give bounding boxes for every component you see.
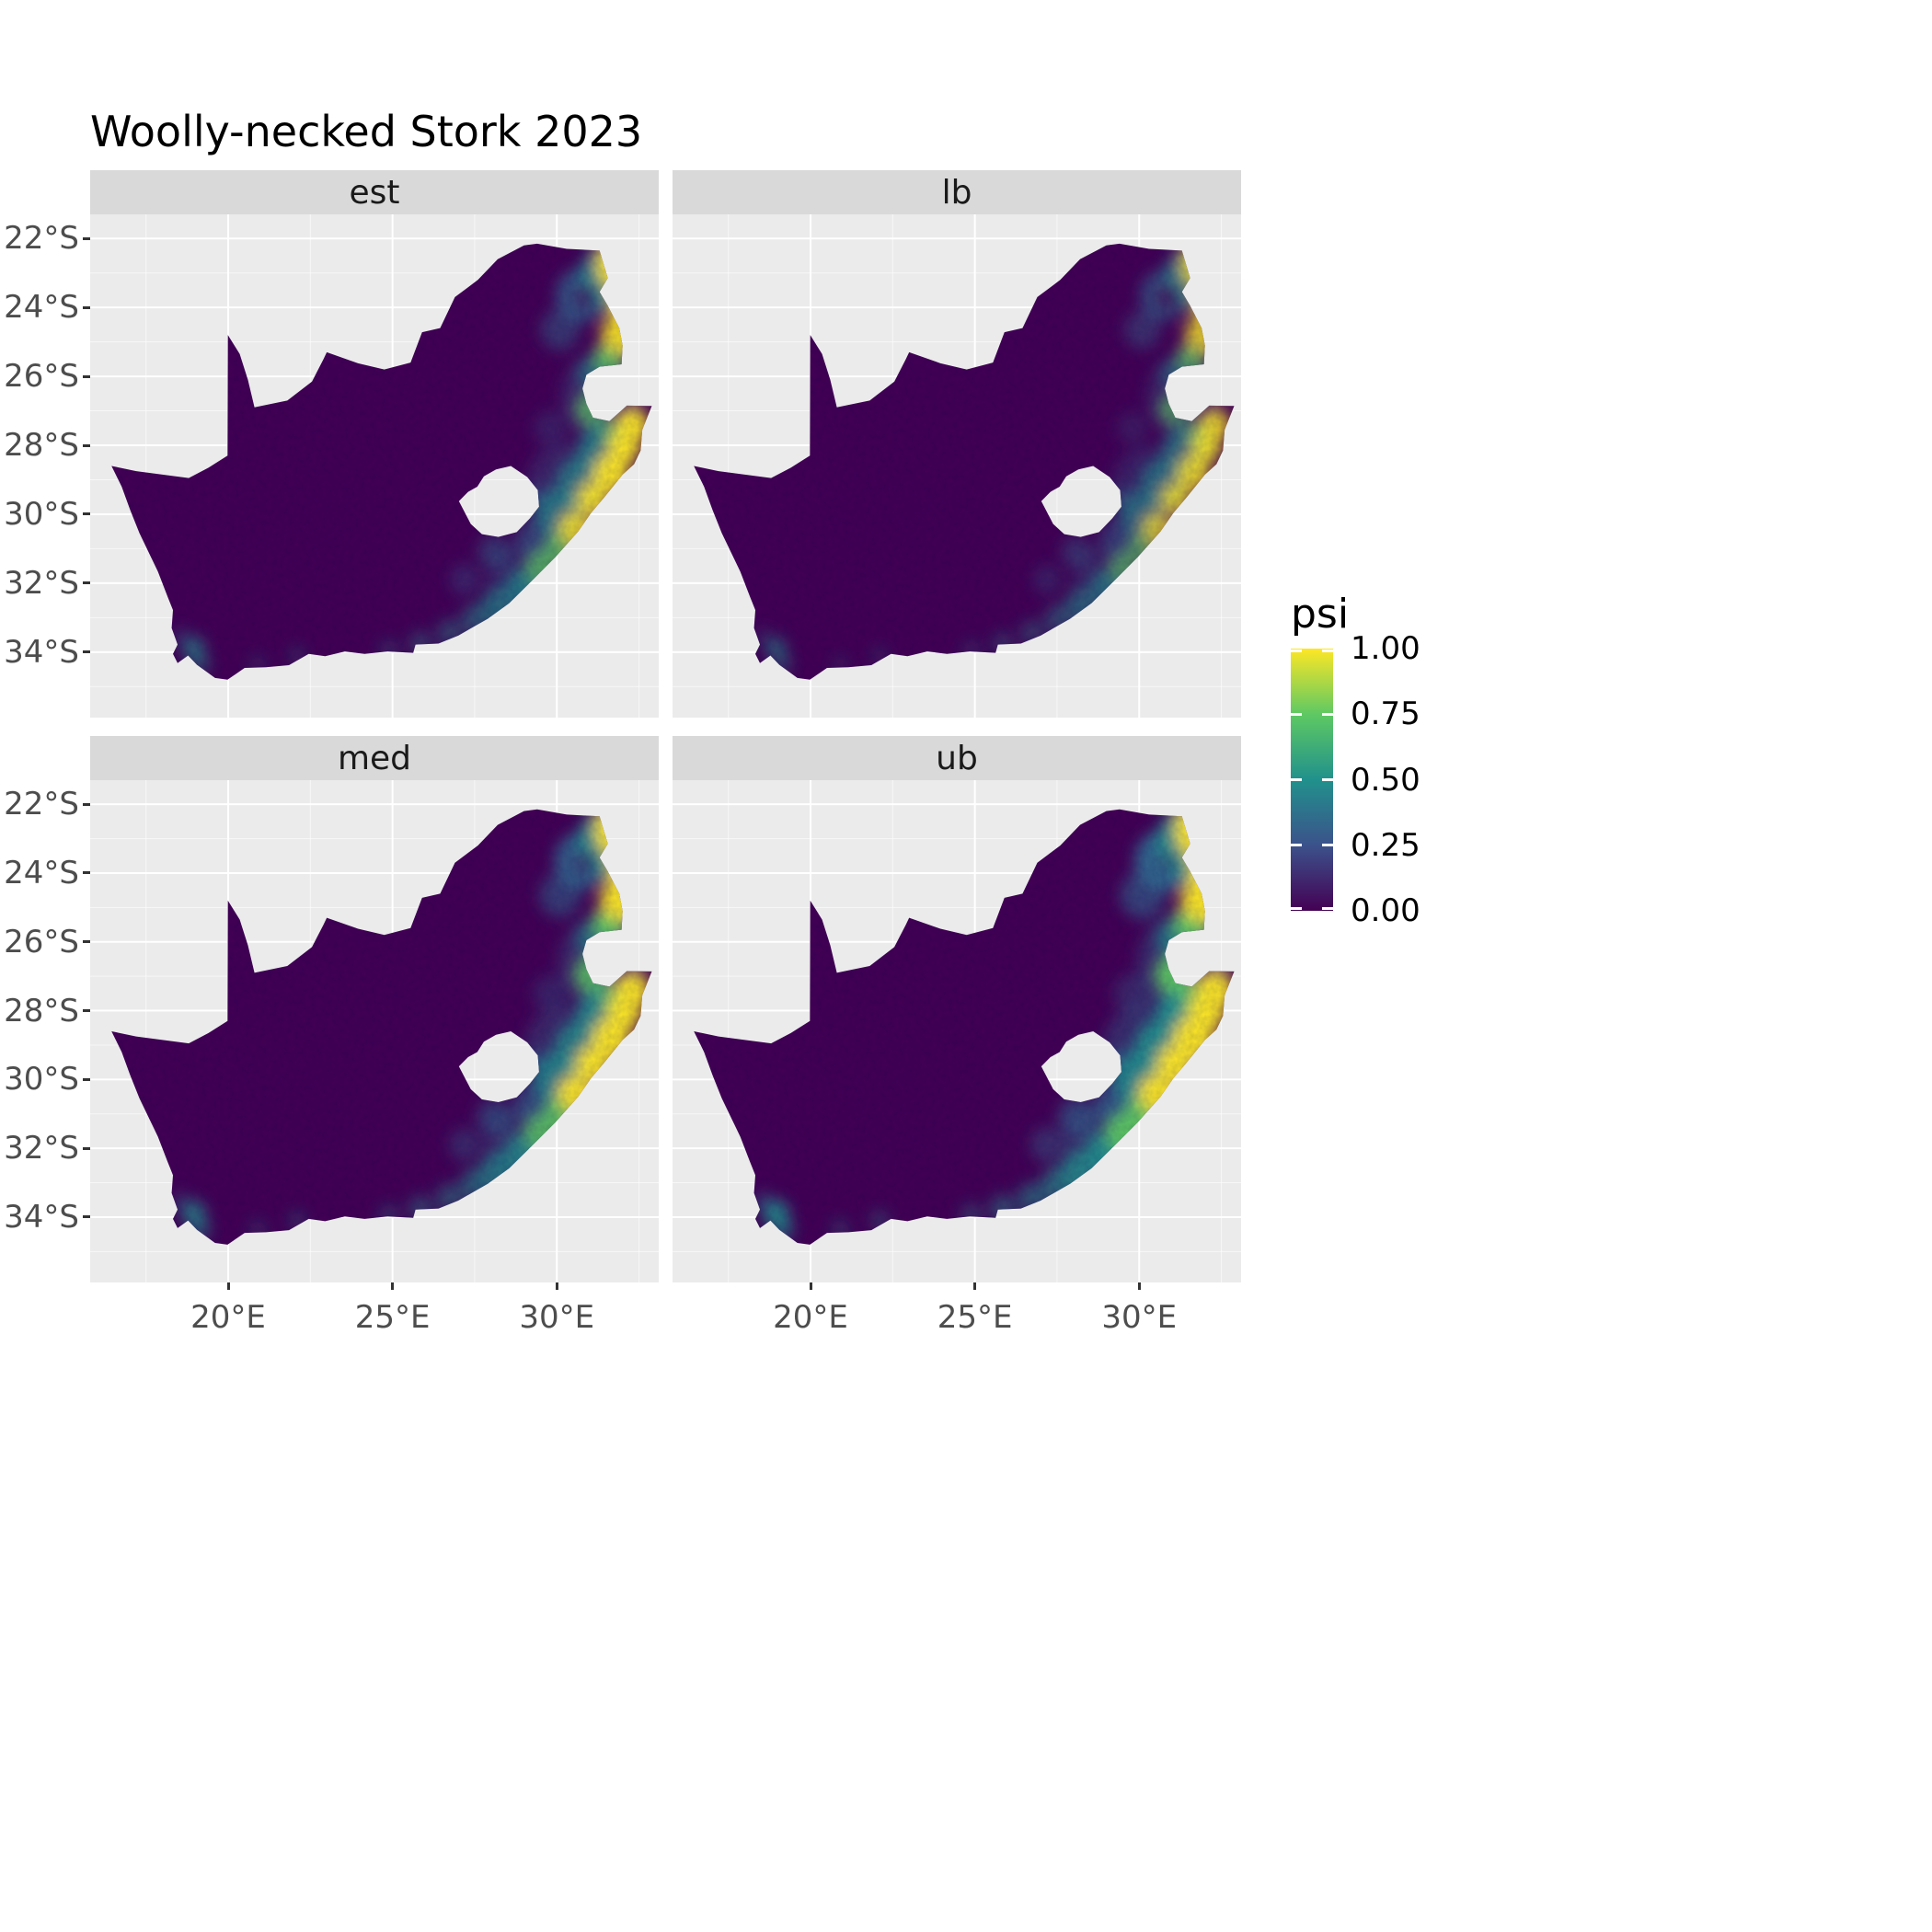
x-axis-label: 30°E	[519, 1299, 595, 1336]
y-axis-label: 24°S	[4, 854, 79, 891]
y-axis-label: 32°S	[4, 564, 79, 602]
x-axis-tick	[1137, 1282, 1141, 1290]
y-axis-label: 34°S	[4, 633, 79, 671]
y-axis-tick	[83, 650, 90, 654]
map-svg-ub	[673, 780, 1241, 1282]
y-axis-label: 22°S	[4, 786, 79, 823]
legend-colorbar	[1291, 649, 1333, 911]
x-axis-label: 20°E	[190, 1299, 266, 1336]
y-axis-label: 28°S	[4, 427, 79, 465]
y-axis-tick	[83, 374, 90, 378]
x-axis-tick	[809, 1282, 812, 1290]
y-axis-label: 26°S	[4, 923, 79, 960]
legend-tick-label: 0.50	[1351, 761, 1420, 799]
map-panel-ub	[673, 780, 1241, 1282]
legend-tick	[1322, 650, 1333, 652]
legend-tick-label: 0.75	[1351, 696, 1420, 733]
y-axis-tick	[83, 512, 90, 516]
legend-tick	[1322, 844, 1333, 847]
legend-title: psi	[1291, 591, 1350, 638]
y-axis-label: 24°S	[4, 289, 79, 327]
x-axis-label: 25°E	[354, 1299, 431, 1336]
plot-title: Woolly-necked Stork 2023	[90, 107, 643, 156]
y-axis-tick	[83, 236, 90, 240]
legend-tick	[1291, 778, 1302, 781]
y-axis-label: 22°S	[4, 220, 79, 258]
legend-tick-label: 0.25	[1351, 826, 1420, 864]
facet-strip-ub: ub	[673, 736, 1241, 780]
y-axis-tick	[83, 871, 90, 875]
y-axis-tick	[83, 940, 90, 944]
facet-strip-est: est	[90, 170, 659, 214]
legend-tick-label: 0.00	[1351, 892, 1420, 929]
x-axis-tick	[973, 1282, 977, 1290]
facet-label-ub: ub	[936, 739, 978, 777]
x-axis-tick	[391, 1282, 395, 1290]
x-axis-label: 20°E	[773, 1299, 848, 1336]
x-axis-label: 25°E	[937, 1299, 1013, 1336]
legend-tick	[1322, 778, 1333, 781]
y-axis-tick	[83, 1077, 90, 1081]
map-panel-est	[90, 214, 659, 718]
map-svg-est	[90, 214, 659, 718]
map-panel-med	[90, 780, 659, 1282]
facet-strip-lb: lb	[673, 170, 1241, 214]
facet-label-est: est	[349, 173, 400, 212]
legend-tick	[1291, 907, 1302, 910]
y-axis-tick	[83, 581, 90, 585]
y-axis-label: 34°S	[4, 1198, 79, 1236]
facet-label-lb: lb	[941, 173, 972, 212]
y-axis-label: 30°S	[4, 1061, 79, 1098]
y-axis-tick	[83, 1215, 90, 1219]
y-axis-tick	[83, 1146, 90, 1150]
map-panel-lb	[673, 214, 1241, 718]
y-axis-tick	[83, 802, 90, 806]
legend-tick	[1291, 712, 1302, 716]
legend-tick-label: 1.00	[1351, 630, 1420, 667]
x-axis-tick	[555, 1282, 558, 1290]
legend-tick	[1322, 907, 1333, 910]
x-axis-label: 30°E	[1101, 1299, 1178, 1336]
legend-tick	[1291, 650, 1302, 652]
map-svg-med	[90, 780, 659, 1282]
y-axis-label: 32°S	[4, 1130, 79, 1167]
map-svg-lb	[673, 214, 1241, 718]
y-axis-label: 28°S	[4, 992, 79, 1029]
legend-tick	[1322, 712, 1333, 716]
legend-tick	[1291, 844, 1302, 847]
y-axis-tick	[83, 1009, 90, 1013]
y-axis-tick	[83, 305, 90, 309]
x-axis-tick	[226, 1282, 230, 1290]
facet-strip-med: med	[90, 736, 659, 780]
facet-label-med: med	[337, 739, 412, 777]
y-axis-label: 26°S	[4, 358, 79, 396]
y-axis-tick	[83, 443, 90, 447]
y-axis-label: 30°S	[4, 495, 79, 533]
